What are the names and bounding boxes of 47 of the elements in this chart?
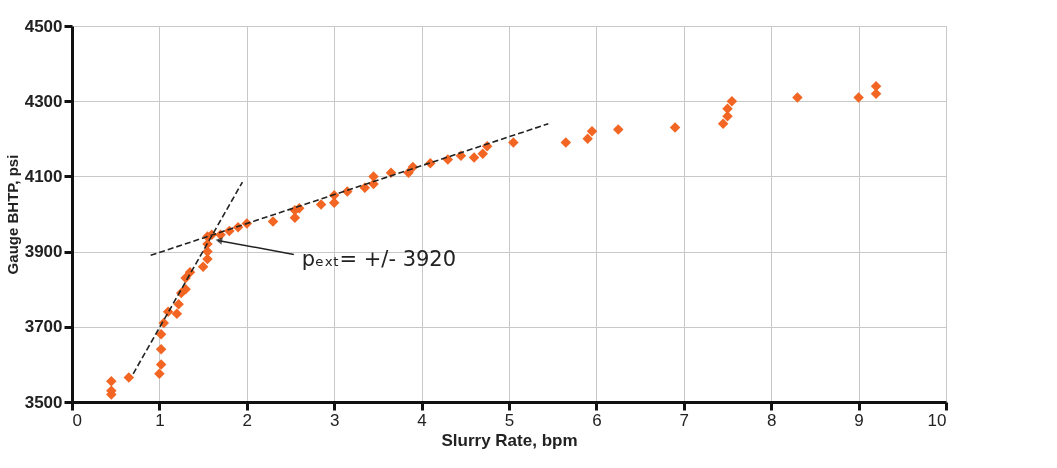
y-tick-label: 4500 bbox=[24, 16, 63, 36]
x-tick-label: 6 bbox=[592, 410, 602, 430]
y-tick-label: 3500 bbox=[24, 392, 63, 412]
x-tick-label: 8 bbox=[766, 410, 777, 430]
point bbox=[197, 261, 209, 272]
point bbox=[508, 137, 519, 148]
point bbox=[560, 137, 572, 148]
point bbox=[171, 308, 183, 319]
point bbox=[155, 359, 167, 370]
point bbox=[180, 283, 191, 295]
point bbox=[468, 152, 480, 163]
point bbox=[359, 182, 371, 193]
x-tick-label: 7 bbox=[679, 410, 690, 430]
x-tick-label: 0 bbox=[72, 410, 82, 430]
x-axis-title: Slurry Rate, bpm bbox=[441, 430, 578, 450]
y-tick-label: 3900 bbox=[24, 242, 63, 262]
point bbox=[155, 344, 167, 355]
point bbox=[853, 92, 864, 103]
point bbox=[582, 133, 593, 145]
point bbox=[717, 118, 729, 129]
point bbox=[669, 122, 681, 133]
y-tick-label: 4100 bbox=[24, 166, 63, 186]
point bbox=[726, 95, 738, 107]
x-tick-label: 10 bbox=[927, 410, 947, 430]
x-tick-label: 4 bbox=[417, 410, 427, 430]
point bbox=[154, 368, 165, 380]
point bbox=[722, 103, 733, 114]
point bbox=[173, 299, 184, 310]
x-tick-label: 5 bbox=[504, 410, 515, 430]
point bbox=[155, 329, 167, 340]
point bbox=[106, 376, 117, 387]
x-tick-label: 3 bbox=[329, 410, 340, 430]
y-tick-label: 4300 bbox=[24, 91, 63, 111]
x-tick-label: 1 bbox=[155, 410, 165, 430]
x-tick-label: 2 bbox=[242, 410, 253, 430]
annotation: pₑₓₜ= +/- 3920 bbox=[301, 247, 457, 272]
point bbox=[123, 372, 135, 383]
point bbox=[202, 246, 213, 257]
y-tick-label: 3700 bbox=[24, 317, 63, 337]
point bbox=[477, 148, 489, 160]
point bbox=[267, 216, 279, 227]
y-axis-title: Gauge BHTP, psi bbox=[3, 154, 21, 275]
point bbox=[613, 124, 624, 135]
x-tick-label: 9 bbox=[854, 410, 864, 430]
point bbox=[315, 199, 327, 210]
point bbox=[792, 92, 803, 103]
point bbox=[586, 126, 598, 137]
